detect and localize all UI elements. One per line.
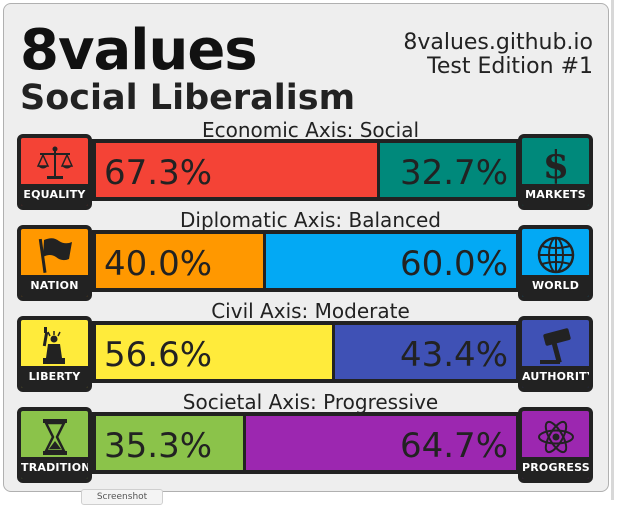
nation-caption: NATION [21, 275, 88, 297]
world-caption: WORLD [522, 275, 589, 297]
nation-segment: 40.0% [96, 234, 263, 288]
equality-percent: 67.3% [104, 153, 213, 193]
liberty-caption: LIBERTY [21, 366, 88, 388]
liberty-icon-box: LIBERTY [17, 316, 92, 392]
hourglass-icon [43, 419, 67, 455]
diplomatic-axis-bar: 40.0% 60.0% [92, 230, 520, 292]
liberty-segment: 56.6% [96, 325, 332, 379]
scales-icon [36, 146, 74, 179]
tradition-segment: 35.3% [96, 416, 243, 470]
gavel-icon [540, 328, 571, 364]
edition-label: Test Edition #1 [427, 54, 593, 79]
world-icon-box: WORLD [518, 225, 593, 301]
nation-percent: 40.0% [104, 244, 213, 284]
equality-segment: 67.3% [96, 143, 377, 197]
progress-segment: 64.7% [246, 416, 516, 470]
authority-percent: 43.4% [399, 335, 508, 375]
liberty-percent: 56.6% [104, 335, 213, 375]
markets-icon-box: $ MARKETS [518, 134, 593, 210]
civil-axis-bar: 56.6% 43.4% [92, 321, 520, 383]
screenshot-tooltip: Screenshot [81, 489, 163, 505]
equality-icon-box: EQUALITY [17, 134, 92, 210]
authority-caption: AUTHORITY [522, 366, 589, 388]
atom-icon [538, 420, 574, 454]
tradition-percent: 35.3% [104, 426, 213, 466]
progress-percent: 64.7% [399, 426, 508, 466]
scrollbar[interactable] [611, 0, 614, 500]
axis-label-civil: Civil Axis: Moderate [211, 299, 410, 323]
world-segment: 60.0% [266, 234, 516, 288]
axis-label-diplomatic: Diplomatic Axis: Balanced [180, 208, 441, 232]
markets-caption: MARKETS [522, 184, 589, 206]
authority-icon-box: AUTHORITY [518, 316, 593, 392]
statue-of-liberty-icon [42, 327, 65, 364]
societal-axis-bar: 35.3% 64.7% [92, 412, 520, 474]
nation-icon-box: NATION [17, 225, 92, 301]
app-title: 8values [20, 18, 258, 83]
markets-percent: 32.7% [399, 153, 508, 193]
axis-label-economic: Economic Axis: Social [201, 118, 420, 142]
flag-icon [38, 238, 72, 273]
progress-caption: PROGRESS [522, 457, 589, 479]
ideology-result: Social Liberalism [20, 78, 356, 118]
site-url[interactable]: 8values.github.io [403, 30, 593, 55]
axis-label-societal: Societal Axis: Progressive [182, 390, 439, 414]
tradition-icon-box: TRADITION [17, 407, 92, 483]
markets-segment: 32.7% [380, 143, 516, 197]
tradition-caption: TRADITION [21, 457, 88, 479]
world-percent: 60.0% [399, 244, 508, 284]
authority-segment: 43.4% [335, 325, 516, 379]
globe-icon [537, 236, 575, 274]
equality-caption: EQUALITY [21, 184, 88, 206]
economic-axis-bar: 67.3% 32.7% [92, 139, 520, 201]
progress-icon-box: PROGRESS [518, 407, 593, 483]
svg-text:$: $ [543, 144, 569, 184]
dollar-icon: $ [543, 144, 569, 184]
